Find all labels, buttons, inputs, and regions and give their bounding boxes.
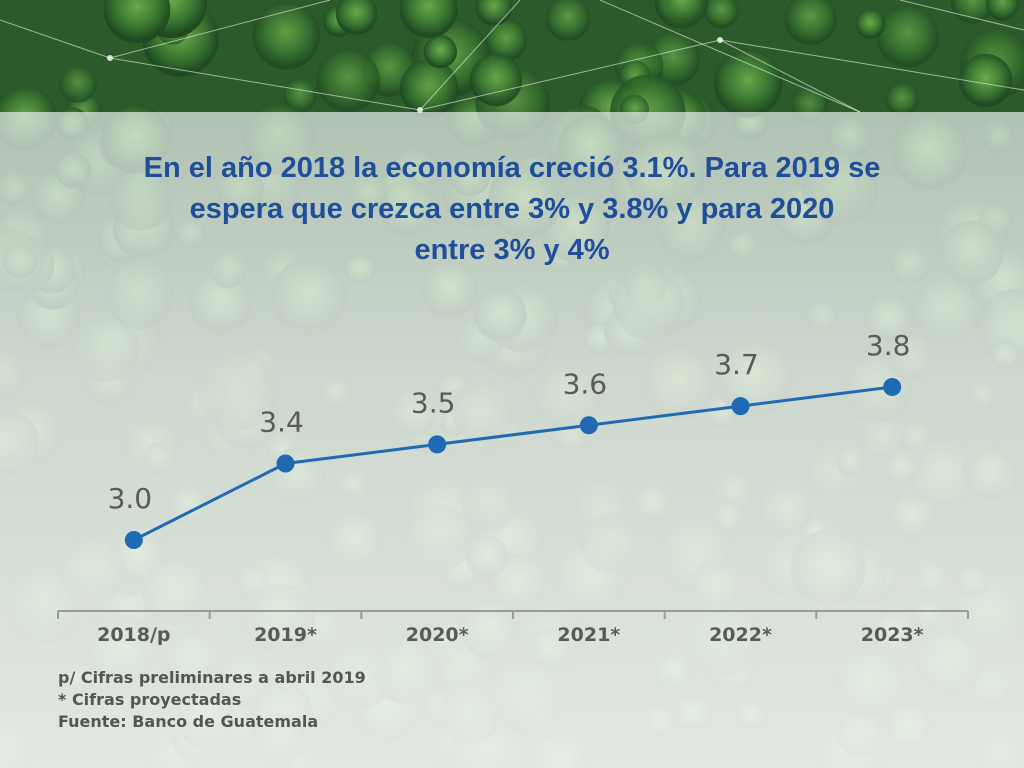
series-line: [133, 385, 893, 542]
data-label: 3.7: [714, 348, 759, 381]
data-label: 3.6: [563, 367, 608, 400]
data-point-marker: [428, 435, 447, 454]
footnote-source: Fuente: Banco de Guatemala: [58, 712, 319, 731]
data-point-marker: [731, 397, 750, 416]
footnote-preliminary: p/ Cifras preliminares a abril 2019: [58, 668, 366, 687]
data-point-marker: [276, 454, 295, 473]
translucent-panel: [0, 112, 1024, 768]
x-tick-label: 2019*: [254, 624, 317, 646]
x-tick-label: 2023*: [861, 624, 924, 646]
footnotes: p/ Cifras preliminares a abril 2019 * Ci…: [58, 667, 366, 733]
x-tick-label: 2018/p: [97, 624, 170, 646]
data-point-marker: [579, 416, 598, 435]
title-line: espera que crezca entre 3% y 3.8% y para…: [189, 193, 835, 225]
data-label: 3.4: [259, 406, 304, 439]
data-label: 3.0: [108, 482, 153, 515]
data-label: 3.5: [411, 386, 456, 419]
x-tick-label: 2022*: [709, 624, 772, 646]
x-tick-label: 2020*: [406, 624, 469, 646]
x-axis: [57, 610, 969, 619]
data-point-marker: [124, 531, 143, 549]
title-line: entre 3% y 4%: [414, 234, 610, 266]
footnote-projected: * Cifras proyectadas: [58, 690, 242, 709]
data-point-marker: [883, 378, 902, 396]
slide-title: En el año 2018 la economía creció 3.1%. …: [40, 148, 984, 271]
title-line: En el año 2018 la economía creció 3.1%. …: [143, 152, 881, 184]
data-label: 3.8: [866, 329, 911, 362]
x-tick-label: 2021*: [557, 624, 620, 646]
